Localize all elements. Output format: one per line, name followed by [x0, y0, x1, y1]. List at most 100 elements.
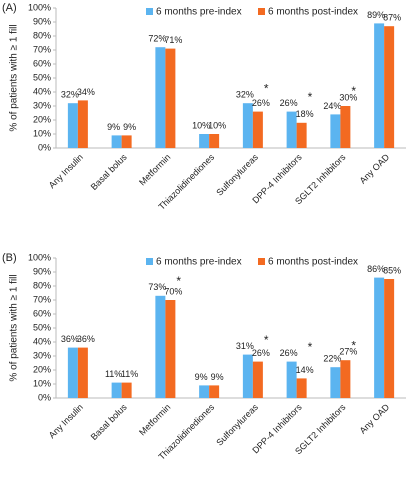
bar [209, 385, 220, 398]
value-label: 9% [107, 122, 120, 132]
value-label: 70% [164, 286, 182, 296]
value-label: 22% [323, 354, 341, 364]
bar [340, 360, 351, 398]
bar [374, 23, 385, 148]
y-tick-label: 30% [33, 350, 51, 360]
significance-marker: * [264, 333, 269, 347]
bar [67, 103, 78, 148]
legend-swatch [258, 258, 265, 265]
significance-marker: * [308, 90, 313, 104]
value-label: 9% [195, 372, 208, 382]
y-tick-label: 40% [33, 336, 51, 346]
bar [286, 361, 297, 398]
value-label: 72% [148, 34, 166, 44]
x-tick-label: Sulfonylureas [214, 152, 260, 198]
value-label: 9% [211, 372, 224, 382]
bar [296, 378, 307, 398]
significance-marker: * [308, 340, 313, 354]
bar [165, 300, 176, 398]
value-label: 11% [105, 369, 122, 379]
bar [286, 111, 297, 148]
value-label: 10% [208, 120, 226, 130]
value-label: 32% [61, 90, 79, 100]
value-label: 89% [367, 10, 385, 20]
y-tick-label: 60% [33, 58, 51, 68]
y-tick-label: 80% [33, 30, 51, 40]
y-tick-label: 90% [33, 266, 51, 276]
bar [77, 347, 88, 398]
bar [111, 135, 122, 148]
y-tick-label: 60% [33, 308, 51, 318]
x-tick-label: Sulfonylureas [214, 402, 260, 448]
value-label: 30% [339, 92, 357, 102]
value-label: 36% [77, 334, 95, 344]
y-tick-label: 100% [28, 2, 51, 12]
significance-marker: * [264, 81, 269, 95]
bar [384, 26, 395, 149]
y-tick-label: 70% [33, 294, 51, 304]
legend-label: 6 months post-index [268, 7, 358, 18]
y-tick-label: 70% [33, 44, 51, 54]
x-tick-label: Basal bolus [89, 152, 129, 192]
significance-marker: * [351, 338, 356, 352]
bar [242, 103, 253, 148]
value-label: 32% [236, 90, 254, 100]
value-label: 71% [164, 35, 182, 45]
bar [199, 134, 210, 148]
value-label: 10% [192, 120, 210, 130]
x-tick-label: Basal bolus [89, 402, 129, 442]
bar [242, 354, 253, 398]
y-tick-label: 0% [38, 392, 51, 402]
bar [252, 111, 263, 148]
legend-swatch [146, 8, 153, 15]
panel-label: (B) [2, 252, 17, 264]
y-tick-label: 10% [33, 378, 51, 388]
value-label: 73% [148, 282, 166, 292]
value-label: 26% [280, 348, 298, 358]
bar [252, 361, 263, 398]
value-label: 18% [296, 109, 314, 119]
value-label: 27% [339, 347, 357, 357]
bar [165, 48, 176, 148]
bar [155, 47, 166, 149]
x-tick-label: Any Insulin [47, 402, 85, 440]
panel-label: (A) [2, 2, 17, 14]
significance-marker: * [176, 274, 181, 288]
y-tick-label: 30% [33, 100, 51, 110]
y-tick-label: 80% [33, 280, 51, 290]
y-tick-label: 50% [33, 72, 51, 82]
x-tick-label: Any Insulin [47, 152, 85, 190]
y-axis-title: % of patients with ≥ 1 fill [9, 274, 20, 381]
y-tick-label: 20% [33, 364, 51, 374]
bar [330, 114, 341, 148]
bar [330, 367, 341, 398]
bar [340, 106, 351, 148]
bar [384, 279, 395, 398]
y-tick-label: 20% [33, 114, 51, 124]
significance-marker: * [351, 84, 356, 98]
legend-swatch [258, 8, 265, 15]
value-label: 14% [296, 365, 314, 375]
value-label: 34% [77, 87, 95, 97]
y-tick-label: 100% [28, 252, 51, 262]
bar [296, 122, 307, 148]
y-tick-label: 40% [33, 86, 51, 96]
bar [121, 382, 132, 398]
legend-label: 6 months pre-index [156, 257, 242, 268]
y-axis-title: % of patients with ≥ 1 fill [9, 24, 20, 131]
value-label: 24% [323, 101, 341, 111]
bar [155, 295, 166, 398]
legend-label: 6 months pre-index [156, 7, 242, 18]
y-tick-label: 90% [33, 16, 51, 26]
value-label: 31% [236, 341, 254, 351]
bar [209, 134, 220, 148]
bar [111, 382, 122, 398]
value-label: 86% [367, 264, 385, 274]
value-label: 26% [280, 98, 298, 108]
value-label: 26% [252, 98, 270, 108]
y-tick-label: 50% [33, 322, 51, 332]
bar [67, 347, 78, 398]
y-tick-label: 10% [33, 128, 51, 138]
x-tick-label: Metformin [137, 152, 172, 187]
